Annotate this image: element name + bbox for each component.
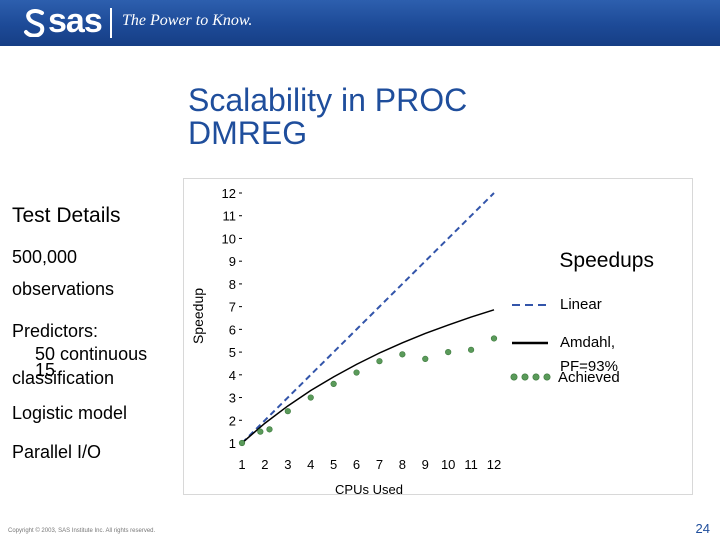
legend-label-linear: Linear: [560, 296, 602, 313]
x-tick-label: 8: [399, 457, 406, 472]
x-tick-label: 1: [238, 457, 245, 472]
y-axis-label: Speedup: [190, 288, 206, 344]
y-tick-label: 2: [229, 413, 236, 428]
x-tick-label: 6: [353, 457, 360, 472]
test-details-heading: Test Details: [12, 204, 121, 227]
speedup-chart: 1 2 3 4 5 6 7 8 9 10 11 12 1 2 3 4 5 6 7 8 9 10 11 12 CPUs Used…: [183, 178, 693, 496]
slide-title: Scalability in PROC DMREG: [188, 82, 468, 151]
y-tick-label: 12: [222, 186, 236, 201]
legend-swatch-achieved: [521, 373, 529, 381]
x-axis-label: CPUs Used: [335, 482, 403, 496]
y-tick-label: 11: [223, 209, 237, 224]
x-tick-label: 9: [422, 457, 429, 472]
series-line-amdahl: [241, 309, 495, 444]
copyright-notice: Copyright © 2003, SAS Institute Inc. All…: [8, 528, 156, 534]
model-type: Logistic model: [12, 403, 128, 423]
sas-swirl-icon: [24, 9, 45, 37]
legend-swatch-achieved: [532, 373, 540, 381]
logo-divider: [110, 8, 112, 38]
achieved-point: [238, 439, 246, 447]
io-mode: Parallel I/O: [12, 442, 102, 462]
x-tick-label: 11: [464, 457, 478, 472]
legend-label-amdahl-pf: PF=93%: [560, 358, 618, 375]
series-line-linear: [241, 192, 495, 444]
y-tick-label: 6: [229, 322, 236, 337]
header-banner: sas The Power to Know.: [0, 0, 720, 46]
y-tick-label: 9: [229, 254, 236, 269]
x-tick-label: 4: [307, 457, 314, 472]
x-tick-label: 3: [284, 457, 291, 472]
y-tick-label: 7: [229, 300, 236, 315]
y-tick-label: 10: [222, 231, 236, 246]
achieved-point: [330, 380, 337, 388]
x-tick-label: 10: [441, 457, 455, 472]
x-tick-label: 12: [487, 457, 501, 472]
achieved-point: [266, 426, 273, 433]
continuous-predictors: 50 continuous: [35, 344, 148, 364]
achieved-point: [353, 369, 360, 376]
legend-swatch-achieved: [510, 373, 518, 381]
y-tick-label: 5: [229, 345, 236, 360]
y-tick-label: 4: [229, 368, 236, 383]
legend-label-achieved: Achieved: [558, 369, 620, 386]
achieved-point: [422, 355, 429, 363]
achieved-point: [376, 358, 383, 365]
legend-label-amdahl: Amdahl,: [560, 334, 615, 351]
observations-label: observations: [12, 279, 115, 299]
legend-swatch-achieved: [543, 373, 551, 381]
y-tick-label: 8: [229, 277, 236, 292]
achieved-point: [490, 335, 498, 342]
y-tick-label: 3: [229, 391, 236, 406]
achieved-point: [284, 408, 291, 415]
brand-tagline: The Power to Know.: [122, 12, 253, 29]
achieved-point: [467, 346, 475, 353]
brand-logo: sas: [48, 2, 103, 40]
achieved-point: [445, 348, 452, 356]
y-tick-label: 1: [229, 436, 236, 451]
classification-predictors: classification: [12, 368, 115, 388]
x-tick-label: 7: [376, 457, 383, 472]
achieved-point: [399, 351, 406, 358]
classification-count: 15: [35, 360, 56, 380]
achieved-point: [307, 394, 314, 401]
x-tick-label: 2: [261, 457, 268, 472]
x-tick-label: 5: [330, 457, 337, 472]
achieved-point: [257, 428, 264, 435]
predictors-label: Predictors:: [12, 321, 99, 341]
page-number: 24: [695, 521, 710, 536]
legend-title: Speedups: [559, 249, 654, 272]
observations-count: 500,000: [12, 247, 78, 267]
